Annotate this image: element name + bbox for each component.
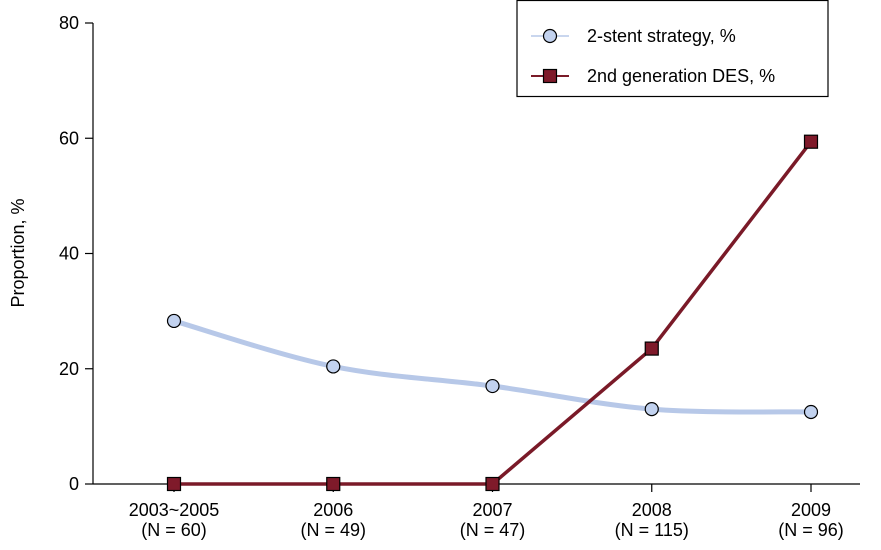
y-axis-label: Proportion, % [8, 198, 28, 307]
legend-box [516, 0, 829, 98]
series-line-2nd-gen-des [174, 140, 813, 486]
series-layer [166, 134, 819, 492]
x-tick-label: 2003~2005 [129, 500, 220, 520]
legend-label: 2-stent strategy, % [587, 26, 736, 46]
x-tick-label: 2006 [313, 500, 353, 520]
y-tick-label: 20 [59, 359, 79, 379]
x-tick-sublabel: (N = 115) [615, 520, 689, 540]
x-tick-sublabel: (N = 47) [460, 520, 526, 540]
data-point-2-stent [803, 404, 819, 420]
data-point-2nd-gen-des [803, 134, 819, 149]
data-point-2nd-gen-des [485, 476, 500, 492]
data-point-2-stent [644, 401, 659, 417]
data-point-2-stent [485, 378, 500, 394]
data-point-2-stent [326, 359, 341, 374]
axes: 0 20 40 60 80 2003~2005(N = 60) 2006(N = 49) 20… [59, 13, 860, 540]
series-line-2-stent [171, 318, 814, 415]
data-point-2-stent [166, 313, 182, 329]
y-tick-label: 80 [59, 13, 79, 33]
data-point-2nd-gen-des [326, 476, 341, 492]
y-tick-label: 40 [59, 244, 79, 264]
x-tick-sublabel: (N = 60) [141, 520, 207, 540]
legend-marker-circle [542, 28, 558, 44]
legend-marker-square [542, 68, 558, 84]
x-tick-label: 2007 [472, 500, 512, 520]
x-tick-sublabel: (N = 49) [300, 520, 366, 540]
data-point-2nd-gen-des [644, 341, 659, 356]
x-tick-label: 2008 [632, 500, 672, 520]
x-tick-sublabel: (N = 96) [778, 520, 844, 540]
y-tick-label: 60 [59, 128, 79, 148]
legend: 2-stent strategy, % 2nd generation DES, % [516, 0, 829, 98]
x-tick-label: 2009 [791, 500, 831, 520]
legend-label: 2nd generation DES, % [587, 66, 775, 86]
data-point-2nd-gen-des [166, 476, 182, 492]
y-tick-label: 0 [69, 474, 79, 494]
